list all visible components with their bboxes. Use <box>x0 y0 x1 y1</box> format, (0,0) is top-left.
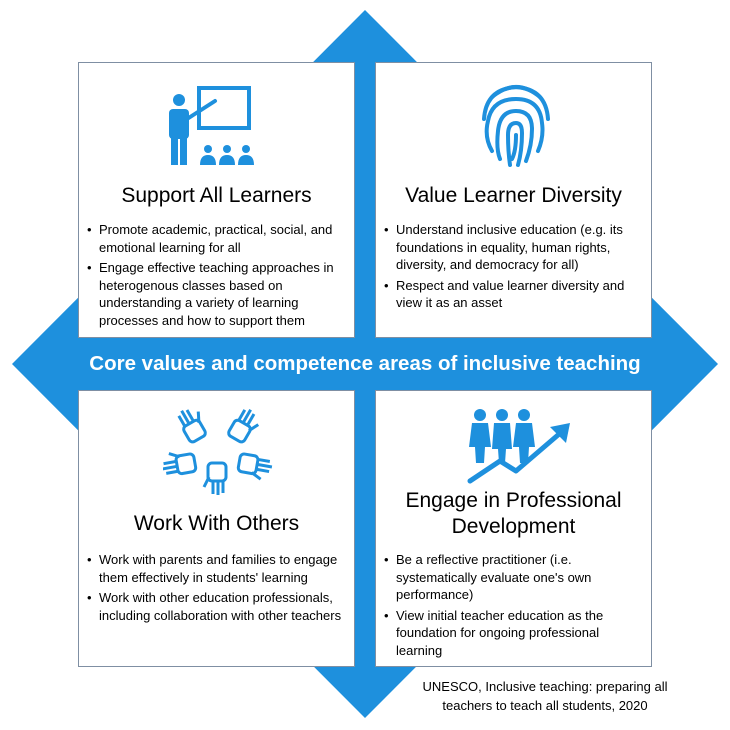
list-item: Understand inclusive education (e.g. its… <box>382 221 647 274</box>
panel-value-learner-diversity: Value Learner Diversity Understand inclu… <box>375 62 652 338</box>
panel-support-all-learners: Support All Learners Promote academic, p… <box>78 62 355 338</box>
bullet-list: Work with parents and families to engage… <box>85 551 350 627</box>
list-item: Engage effective teaching approaches in … <box>85 259 350 329</box>
source-line-1: UNESCO, Inclusive teaching: preparing al… <box>422 679 668 694</box>
hands-circle-icon <box>163 409 273 495</box>
bullet-list: Be a reflective practitioner (i.e. syste… <box>382 551 647 662</box>
source-line-2: teachers to teach all students, 2020 <box>442 698 648 713</box>
list-item: Be a reflective practitioner (i.e. syste… <box>382 551 647 604</box>
list-item: Work with other education professionals,… <box>85 589 350 624</box>
panel-work-with-others: Work With Others Work with parents and f… <box>78 390 355 667</box>
source-citation: UNESCO, Inclusive teaching: preparing al… <box>420 677 670 715</box>
teacher-presentation-icon <box>169 86 254 165</box>
panel-title-line1: Engage in Professional <box>405 489 622 512</box>
panel-title: Value Learner Diversity <box>405 184 622 207</box>
core-values-banner: Core values and competence areas of incl… <box>89 352 641 375</box>
panel-title-line2: Development <box>451 515 576 538</box>
panel-title: Support All Learners <box>121 184 312 207</box>
people-growth-icon <box>467 409 570 484</box>
list-item: Work with parents and families to engage… <box>85 551 350 586</box>
panel-title: Work With Others <box>133 512 300 535</box>
panel-engage-professional-development: Engage in Professional Development Be a … <box>375 390 652 667</box>
bullet-list: Promote academic, practical, social, and… <box>85 221 350 332</box>
list-item: Promote academic, practical, social, and… <box>85 221 350 256</box>
bullet-list: Understand inclusive education (e.g. its… <box>382 221 647 315</box>
fingerprint-icon <box>482 84 550 167</box>
list-item: View initial teacher education as the fo… <box>382 607 647 660</box>
list-item: Respect and value learner diversity and … <box>382 277 647 312</box>
